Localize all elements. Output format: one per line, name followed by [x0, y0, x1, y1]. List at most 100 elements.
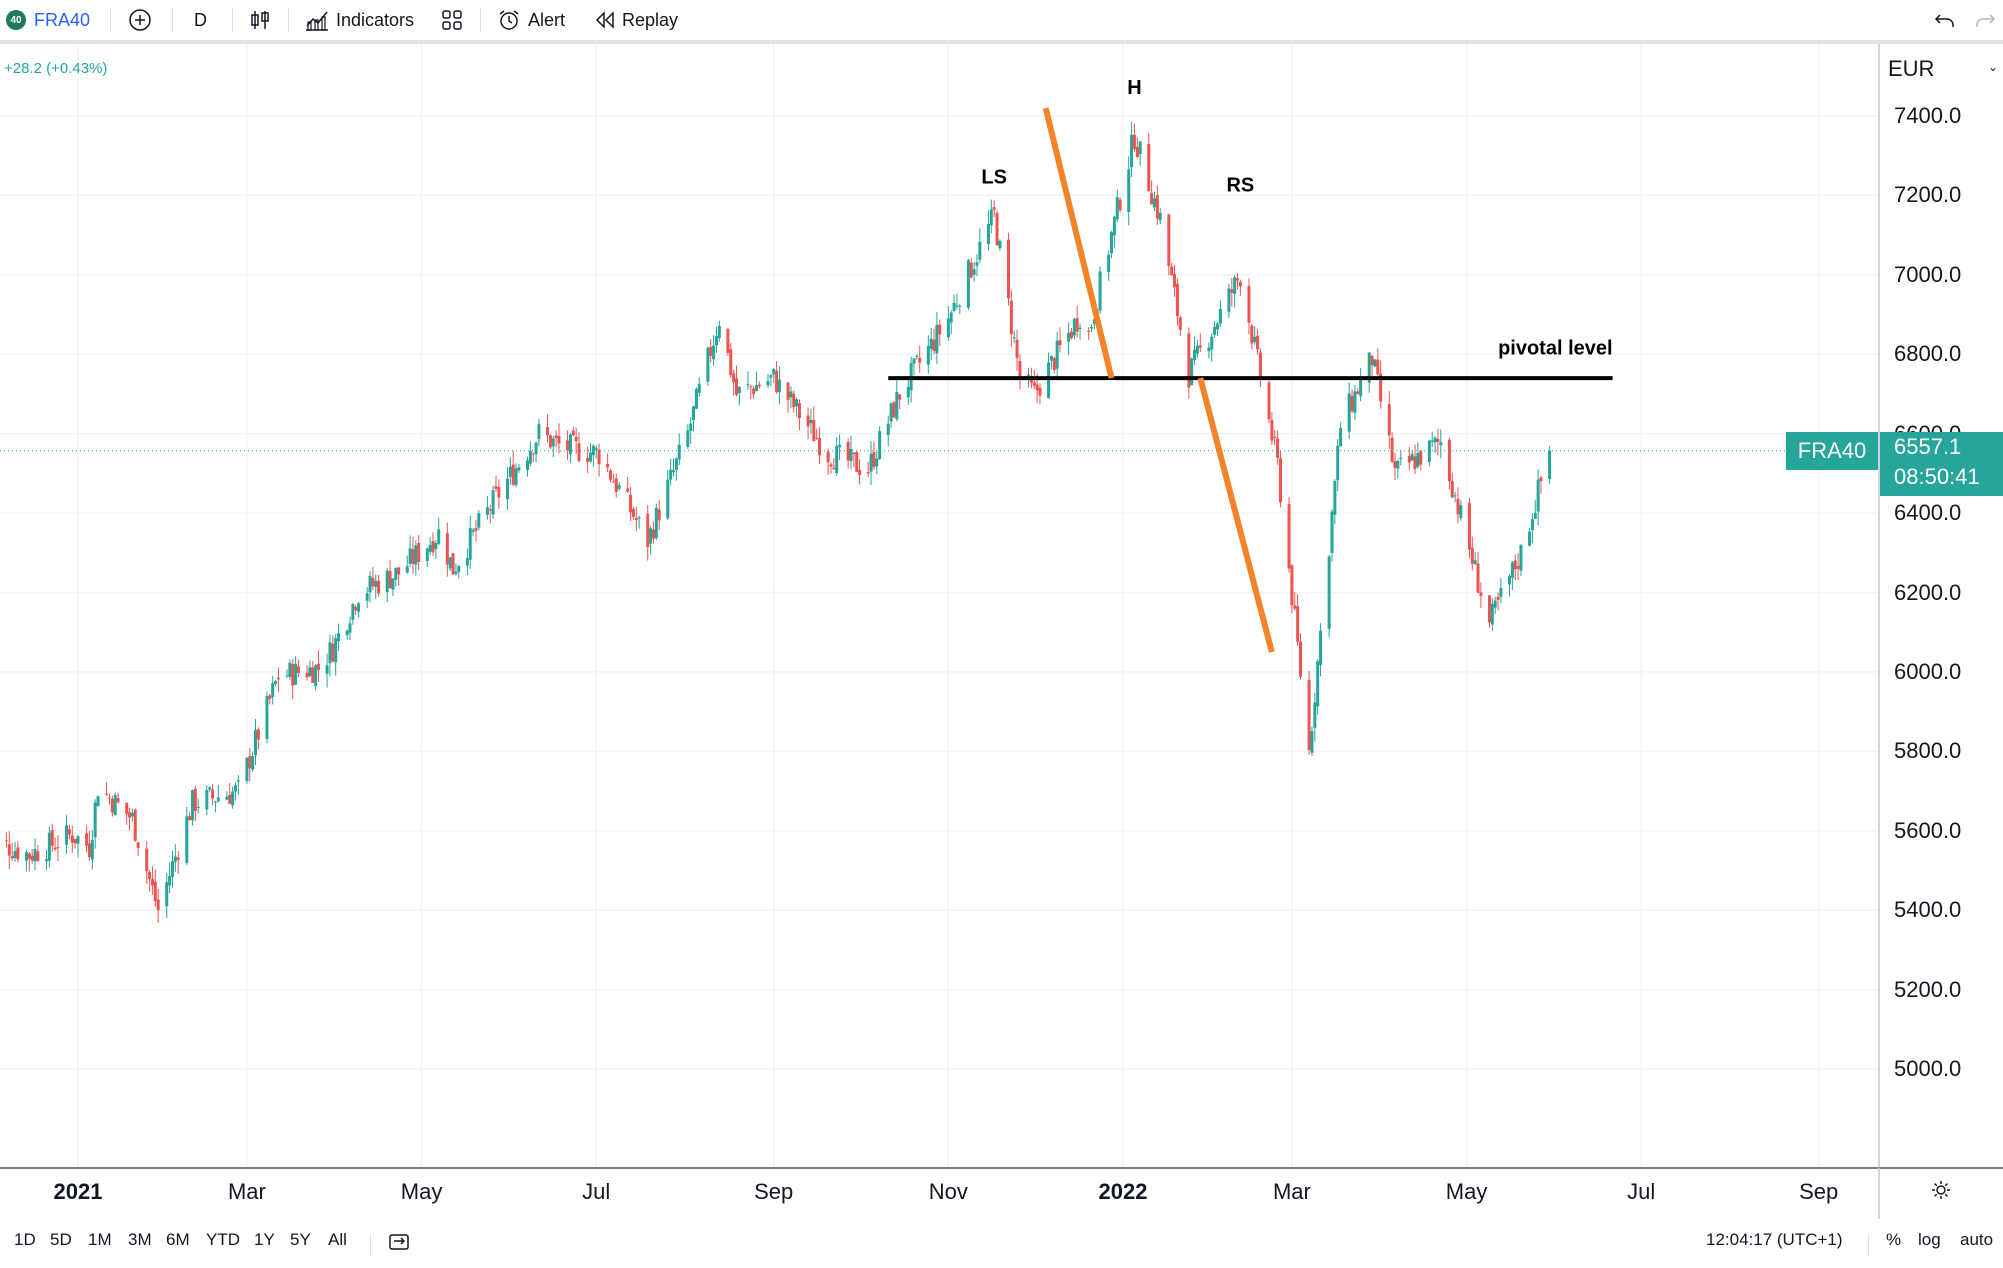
- trendline-lower[interactable]: [1197, 377, 1275, 653]
- candle-body: [417, 543, 421, 562]
- symbol-search-button[interactable]: 40 FRA40: [6, 0, 90, 40]
- candle-body: [30, 855, 34, 861]
- last-price-symbol-tag: FRA40: [1786, 431, 1878, 470]
- candle-body: [586, 458, 590, 462]
- candle-body: [617, 485, 621, 489]
- auto-scale-toggle[interactable]: auto: [1960, 1230, 1994, 1249]
- candle-body: [1528, 531, 1532, 546]
- candle-body: [654, 507, 658, 539]
- toolbar-divider: [172, 8, 173, 32]
- candle-body: [557, 435, 561, 444]
- range-button-5y[interactable]: 5Y: [290, 1230, 311, 1249]
- candle-body: [752, 388, 756, 395]
- candle-body: [1227, 288, 1231, 312]
- price-chart[interactable]: LS H RS pivotal level: [0, 44, 1878, 1167]
- undo-button[interactable]: [1934, 0, 1962, 40]
- percent-scale-toggle[interactable]: %: [1886, 1230, 1902, 1249]
- compare-button[interactable]: [128, 0, 158, 40]
- candle-body: [1018, 360, 1022, 379]
- candle-body: [777, 379, 781, 393]
- candle-body: [491, 490, 495, 515]
- chart-type-button[interactable]: [248, 0, 278, 40]
- chart-settings-gear-icon[interactable]: [1930, 1179, 1952, 1206]
- candle-body: [497, 487, 501, 498]
- range-button-1d[interactable]: 1D: [14, 1230, 36, 1249]
- log-scale-toggle[interactable]: log: [1918, 1230, 1941, 1249]
- candle-body: [846, 442, 850, 461]
- candle-body: [85, 833, 89, 846]
- redo-button[interactable]: [1974, 0, 2002, 40]
- alert-button[interactable]: Alert: [496, 0, 565, 40]
- candle-body: [1107, 254, 1111, 273]
- range-button-5d[interactable]: 5D: [50, 1230, 72, 1249]
- interval-button[interactable]: D: [194, 0, 207, 40]
- candle-body: [1167, 214, 1171, 267]
- candle-body: [188, 816, 192, 821]
- candle-body: [437, 529, 441, 544]
- indicators-button[interactable]: Indicators: [304, 0, 414, 40]
- toolbar-divider: [480, 8, 481, 32]
- candle-body: [886, 423, 890, 436]
- templates-button[interactable]: [440, 0, 470, 40]
- toolbar-divider: [288, 8, 289, 32]
- last-price-tag: 6557.1 08:50:41: [1880, 431, 2003, 496]
- candle-body: [1548, 450, 1552, 480]
- candle-series: [4, 121, 1552, 923]
- candle-body: [205, 790, 209, 810]
- candle-body: [1356, 391, 1360, 395]
- candle-body: [546, 427, 550, 436]
- candle-body: [912, 358, 916, 364]
- candle-body: [110, 798, 114, 813]
- candle-body: [508, 466, 512, 477]
- range-button-all[interactable]: All: [328, 1230, 347, 1249]
- axis-corner[interactable]: [1878, 1167, 2003, 1219]
- candle-body: [528, 450, 532, 464]
- candle-body: [651, 529, 655, 539]
- range-button-6m[interactable]: 6M: [166, 1230, 190, 1249]
- candle-body: [1132, 134, 1136, 150]
- candle-body: [65, 825, 69, 845]
- time-tick-label: May: [1445, 1179, 1488, 1204]
- range-button-ytd[interactable]: YTD: [206, 1230, 240, 1249]
- candle-body: [1150, 193, 1154, 205]
- candle-body: [989, 209, 993, 226]
- candle-body: [809, 419, 813, 424]
- candle-body: [1118, 199, 1122, 211]
- range-button-1m[interactable]: 1M: [88, 1230, 112, 1249]
- candle-body: [1410, 453, 1414, 461]
- goto-date-icon[interactable]: [388, 1232, 412, 1257]
- candle-body: [357, 603, 361, 612]
- candle-body: [686, 430, 690, 447]
- candle-body: [1175, 283, 1179, 317]
- time-axis[interactable]: 2021 Mar May Jul Sep Nov 2022 Mar May Jul Sep: [0, 1167, 1878, 1219]
- candle-body: [726, 328, 730, 353]
- candle-body: [90, 839, 94, 860]
- candle-body: [511, 464, 515, 485]
- candle-body: [351, 604, 355, 620]
- candle-body: [1336, 445, 1340, 481]
- candle-body: [10, 856, 14, 859]
- candle-body: [1499, 588, 1503, 597]
- chart-pane[interactable]: LS H RS pivotal level +28.2 (+0.43%) FRA…: [0, 44, 1878, 1167]
- candle-body: [1049, 355, 1053, 361]
- range-button-3m[interactable]: 3M: [128, 1230, 152, 1249]
- candle-body: [47, 832, 51, 861]
- replay-button[interactable]: Replay: [594, 0, 678, 40]
- candle-body: [1430, 440, 1434, 442]
- candle-body: [1493, 600, 1497, 608]
- time-tick-label: Sep: [754, 1179, 794, 1204]
- candle-body: [168, 876, 172, 886]
- price-tick-label: 5600.0: [1894, 817, 1962, 843]
- candle-body: [1038, 387, 1042, 396]
- range-button-1y[interactable]: 1Y: [254, 1230, 275, 1249]
- candle-body: [76, 836, 80, 844]
- candle-body: [311, 667, 315, 683]
- clock-timezone[interactable]: 12:04:17 (UTC+1): [1706, 1230, 1843, 1249]
- currency-dropdown-icon[interactable]: ⌄: [1988, 60, 1999, 74]
- grid-icon: [440, 8, 464, 32]
- candle-body: [1476, 563, 1480, 593]
- price-axis[interactable]: EUR ⌄ 7400.07200.07000.06800.06600.06400…: [1878, 44, 2003, 1167]
- candle-body: [216, 797, 220, 802]
- trendline-upper[interactable]: [1042, 107, 1115, 379]
- candle-body: [488, 509, 492, 511]
